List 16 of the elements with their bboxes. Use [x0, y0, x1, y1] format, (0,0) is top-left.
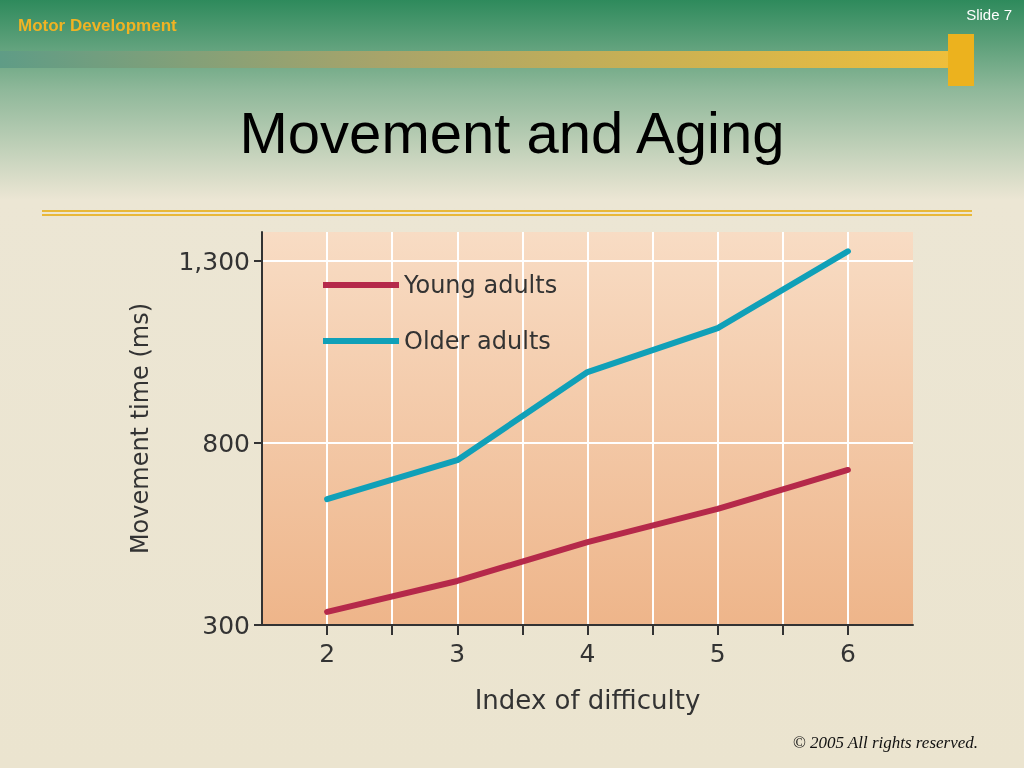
- y-axis-title: Movement time (ms): [126, 302, 154, 555]
- chart-title: Movement and Aging: [239, 99, 785, 165]
- x-tick-label: 2: [319, 639, 336, 668]
- x-tick-label: 5: [709, 639, 726, 668]
- text: Slide 7: [966, 6, 1012, 23]
- x-tick-label: 4: [579, 639, 596, 668]
- y-tick-label: 1,300: [178, 246, 250, 276]
- legend-label: Older adults: [404, 327, 551, 355]
- legend-label: Young adults: [403, 271, 558, 299]
- text: © 2005 All rights reserved.: [792, 733, 978, 753]
- x-axis-title: Index of difficulty: [474, 685, 701, 715]
- y-tick-label: 800: [202, 428, 250, 458]
- y-tick-label: 300: [202, 610, 250, 640]
- text: Motor Development: [18, 16, 177, 36]
- x-tick-label: 3: [449, 639, 466, 668]
- x-tick-label: 6: [839, 639, 856, 668]
